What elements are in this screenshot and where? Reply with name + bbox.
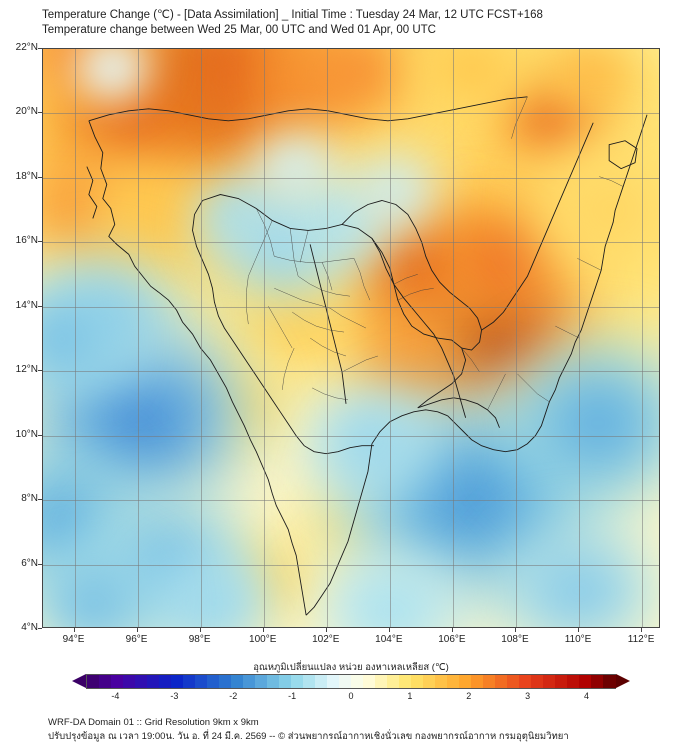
colorbar-tick-label: 3 bbox=[525, 691, 531, 701]
colorbar-segment bbox=[183, 675, 196, 688]
colorbar-segment bbox=[255, 675, 268, 688]
colorbar-segment bbox=[603, 675, 616, 688]
y-tick-label: 6°N bbox=[21, 557, 38, 569]
chart-subtitle: Temperature change between Wed 25 Mar, 0… bbox=[42, 24, 436, 36]
colorbar-segment bbox=[219, 675, 232, 688]
x-tick-label: 98°E bbox=[188, 634, 211, 645]
colorbar-segment bbox=[531, 675, 544, 688]
footer-line-2: ปรับปรุงข้อมูล ณ เวลา 19:00น. วัน อ. ที่… bbox=[48, 731, 569, 742]
map-gridlines bbox=[43, 49, 659, 627]
colorbar-segment bbox=[375, 675, 388, 688]
colorbar-ticklabels: -4 -3 -2 -1 0 1 2 3 4 bbox=[86, 691, 616, 705]
colorbar-segment bbox=[423, 675, 436, 688]
colorbar-segment bbox=[243, 675, 256, 688]
colorbar-tick-label: 2 bbox=[466, 691, 472, 701]
y-tick-label: 18°N bbox=[15, 170, 38, 182]
colorbar-segment bbox=[411, 675, 424, 688]
colorbar-segment bbox=[291, 675, 304, 688]
x-tick-label: 100°E bbox=[249, 634, 277, 645]
colorbar-segment bbox=[303, 675, 316, 688]
colorbar-segment bbox=[579, 675, 592, 688]
colorbar-tick-label: 0 bbox=[348, 691, 354, 701]
y-tick-label: 22°N bbox=[15, 42, 38, 53]
colorbar-title: อุณหภูมิเปลี่ยนแปลง หน่วย องหาเหลเหลียส … bbox=[253, 662, 449, 673]
colorbar-tick-label: 4 bbox=[584, 691, 590, 701]
colorbar-segment bbox=[507, 675, 520, 688]
colorbar-tick-label: -3 bbox=[170, 691, 179, 701]
y-tick-label: 16°N bbox=[15, 235, 38, 247]
colorbar-segment bbox=[459, 675, 472, 688]
colorbar-segment bbox=[543, 675, 556, 688]
x-tick-label: 106°E bbox=[438, 634, 466, 645]
y-tick-label: 12°N bbox=[15, 364, 38, 376]
coastline-and-borders-overlay bbox=[86, 96, 648, 616]
colorbar-segment bbox=[111, 675, 124, 688]
colorbar-segment bbox=[339, 675, 352, 688]
colorbar-segment bbox=[555, 675, 568, 688]
y-tick-label: 8°N bbox=[21, 493, 38, 505]
colorbar-segment bbox=[87, 675, 100, 688]
map-plot-area bbox=[42, 48, 660, 628]
colorbar-gradient bbox=[86, 674, 616, 689]
colorbar-tick-label: 1 bbox=[407, 691, 413, 701]
chart-title: Temperature Change (℃) - [Data Assimilat… bbox=[42, 9, 543, 21]
colorbar-segment bbox=[279, 675, 292, 688]
y-tick-label: 4°N bbox=[21, 622, 38, 633]
colorbar-segment bbox=[591, 675, 604, 688]
colorbar-tick-label: -2 bbox=[229, 691, 238, 701]
footer-block: WRF-DA Domain 01 :: Grid Resolution 9km … bbox=[48, 716, 668, 744]
colorbar-segment bbox=[519, 675, 532, 688]
colorbar-segment bbox=[327, 675, 340, 688]
footer-line-1: WRF-DA Domain 01 :: Grid Resolution 9km … bbox=[48, 717, 259, 728]
y-tick-label: 14°N bbox=[15, 299, 38, 311]
colorbar-segment bbox=[351, 675, 364, 688]
colorbar-segment bbox=[399, 675, 412, 688]
colorbar-tick-label: -4 bbox=[111, 691, 120, 701]
x-tick-label: 102°E bbox=[312, 634, 340, 645]
x-tick-label: 94°E bbox=[62, 634, 85, 645]
y-tick-label: 10°N bbox=[15, 428, 38, 440]
colorbar-segment bbox=[207, 675, 220, 688]
x-tick-label: 110°E bbox=[564, 634, 592, 645]
colorbar-segment bbox=[435, 675, 448, 688]
chart-title-block: Temperature Change (℃) - [Data Assimilat… bbox=[42, 8, 672, 38]
colorbar-segment bbox=[267, 675, 280, 688]
colorbar-segment bbox=[231, 675, 244, 688]
x-tick-label: 112°E bbox=[627, 634, 655, 645]
colorbar-segment bbox=[123, 675, 136, 688]
colorbar-segment bbox=[159, 675, 172, 688]
y-tick-label: 20°N bbox=[15, 106, 38, 118]
colorbar-segment bbox=[387, 675, 400, 688]
colorbar-segment bbox=[135, 675, 148, 688]
colorbar-segment bbox=[483, 675, 496, 688]
colorbar-segment bbox=[471, 675, 484, 688]
colorbar-block: อุณหภูมิเปลี่ยนแปลง หน่วย องหาเหลเหลียส … bbox=[42, 660, 660, 706]
colorbar-tick-label: -1 bbox=[288, 691, 297, 701]
x-tick-label: 104°E bbox=[375, 634, 403, 645]
colorbar-segment bbox=[195, 675, 208, 688]
colorbar-segment bbox=[447, 675, 460, 688]
colorbar-segment bbox=[363, 675, 376, 688]
colorbar-over-arrow bbox=[616, 674, 630, 688]
x-tick-label: 108°E bbox=[501, 634, 529, 645]
colorbar-segment bbox=[99, 675, 112, 688]
colorbar-segment bbox=[147, 675, 160, 688]
colorbar-segment bbox=[171, 675, 184, 688]
colorbar-segment bbox=[315, 675, 328, 688]
x-tick-label: 96°E bbox=[125, 634, 148, 645]
colorbar-segment bbox=[567, 675, 580, 688]
colorbar-segment bbox=[495, 675, 508, 688]
colorbar-under-arrow bbox=[72, 674, 86, 688]
